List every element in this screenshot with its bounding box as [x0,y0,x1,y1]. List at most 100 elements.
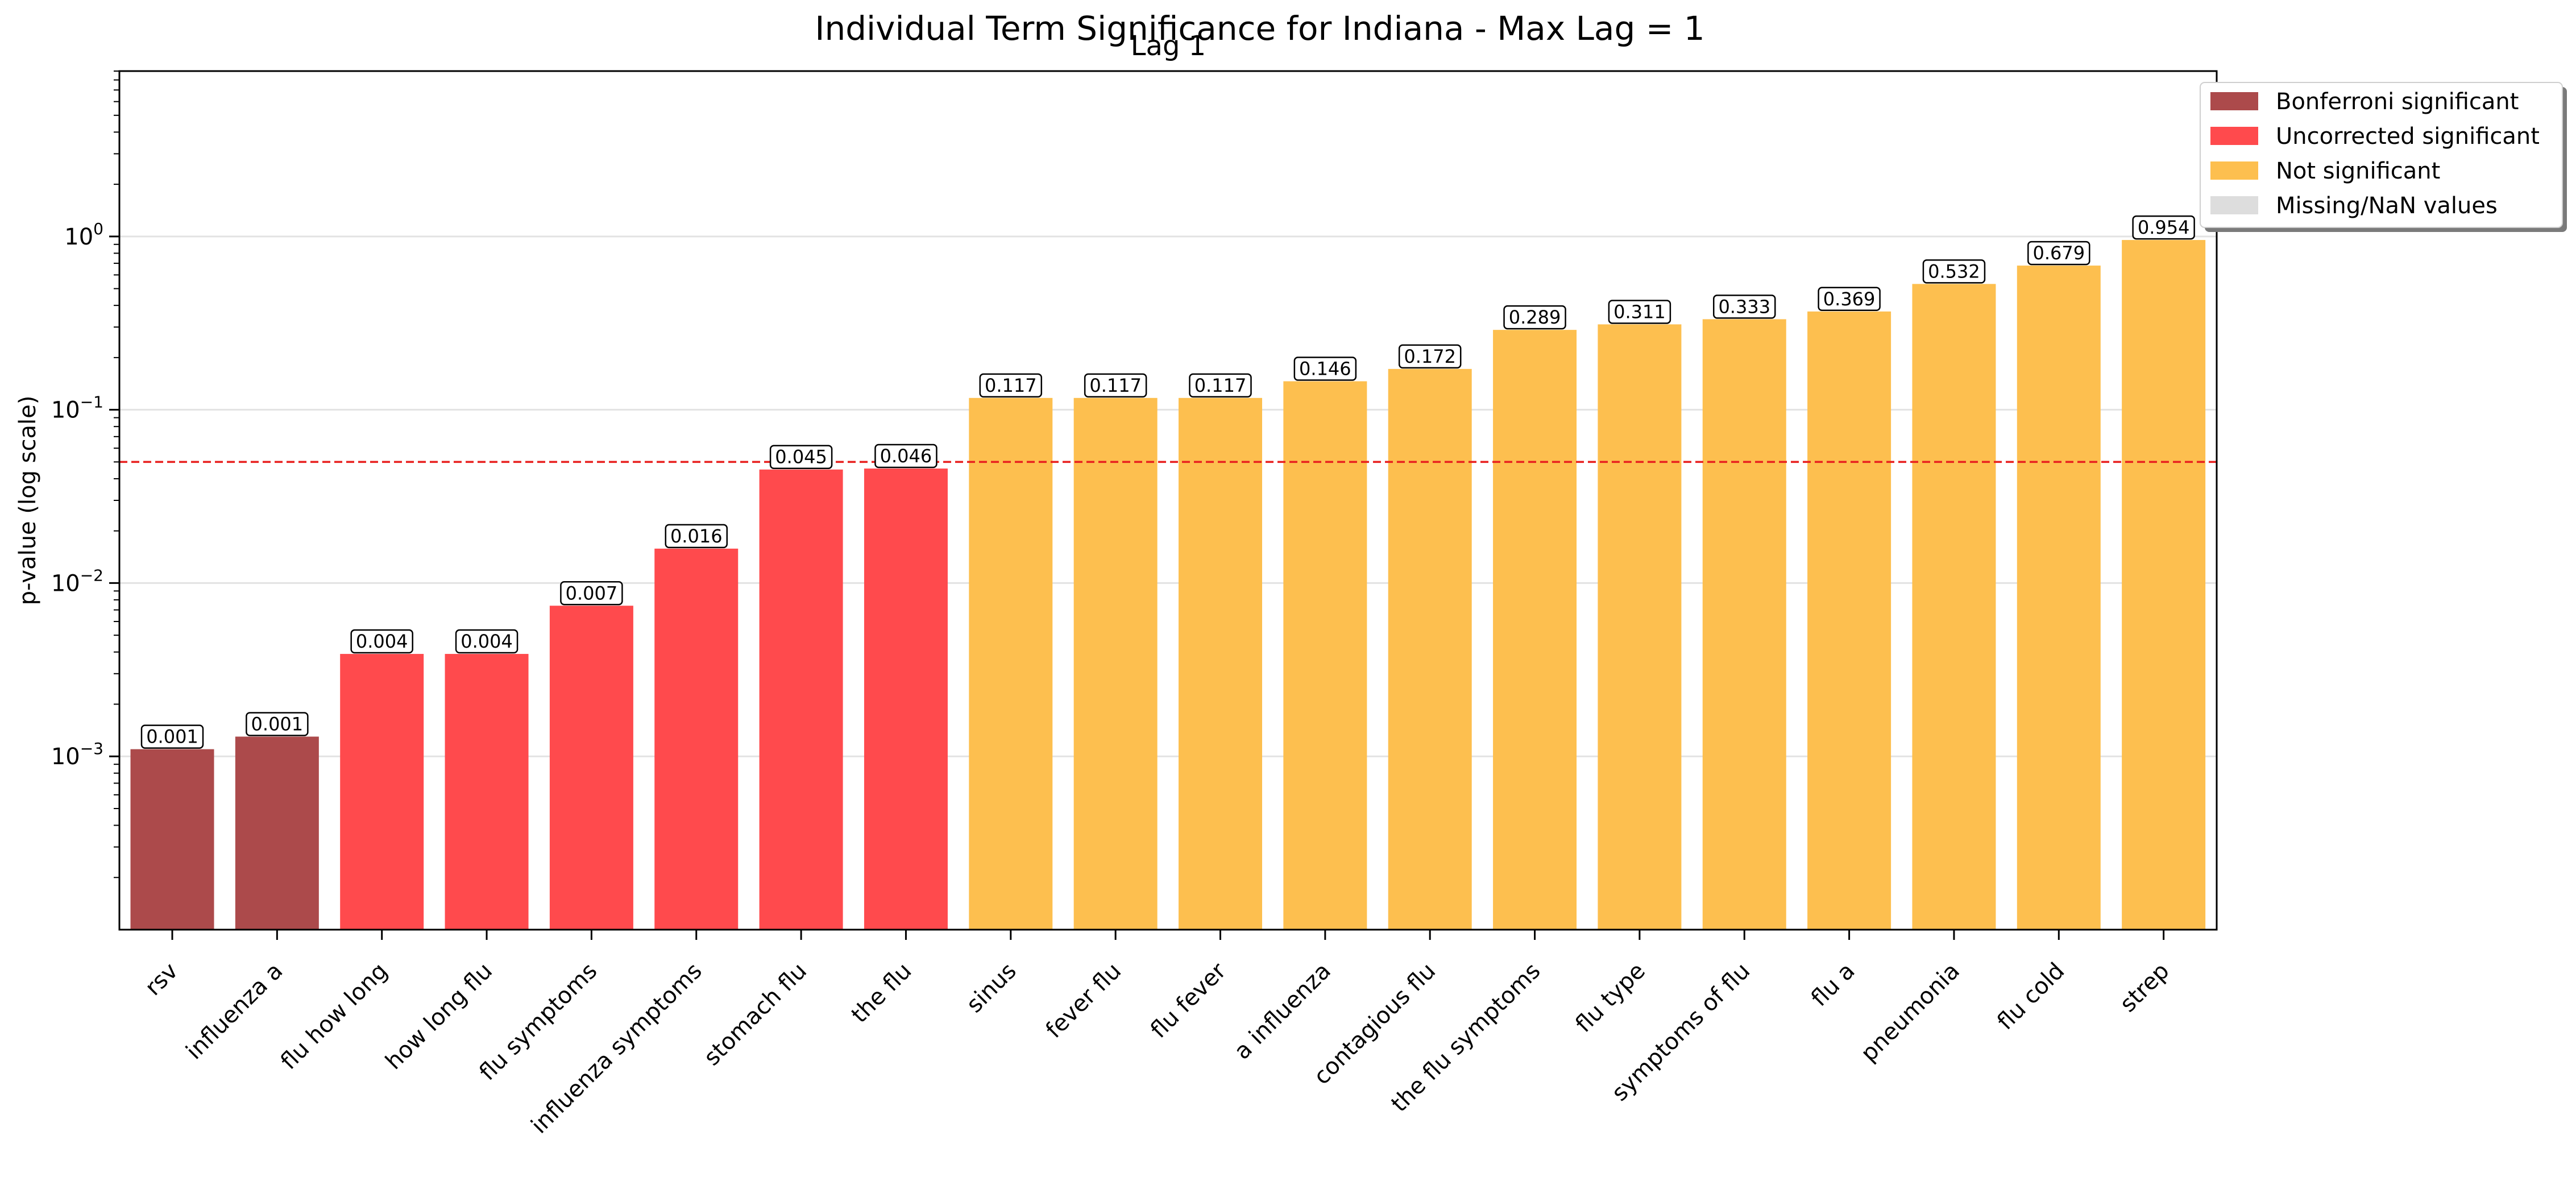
value-label-box [1922,259,1986,284]
value-label-box [1189,373,1252,398]
legend-swatch [2210,127,2258,145]
x-tick-label: fever flu [1041,958,1126,1043]
x-tick-label: stomach flu [699,958,812,1071]
y-tick-label: 10−2 [51,566,103,596]
value-label-text: 0.311 [1613,301,1666,322]
bar [445,654,529,930]
bar [2017,266,2101,930]
value-label-box [1398,344,1462,369]
value-label-box [874,444,938,469]
value-label-box [455,629,518,654]
value-label: 0.333 [1713,295,1776,319]
y-tick-label: 10−3 [51,739,103,770]
value-label-box [246,712,309,736]
value-label-box [1503,305,1566,330]
value-label-text: 0.016 [670,525,723,547]
y-tick-base: 10 [51,570,80,596]
value-label-text: 0.046 [880,445,932,467]
x-tick-label: rsv [140,958,183,1001]
value-label-text: 0.532 [1928,260,1980,282]
grid-lines [119,235,2217,757]
value-label-box [979,373,1043,398]
bar [759,469,843,930]
x-tick-label: flu type [1571,958,1650,1038]
bar [1912,284,1996,930]
value-label-box [1818,287,1881,312]
value-label-text: 0.333 [1718,296,1770,317]
value-label-box [1084,373,1147,398]
value-label-text: 0.045 [775,446,827,468]
value-label: 0.146 [1293,357,1357,381]
value-label-text: 0.001 [146,726,198,748]
value-label: 0.532 [1922,259,1986,284]
bar [1807,311,1891,930]
legend-label: Bonferroni significant [2276,89,2519,115]
value-label: 0.001 [140,724,204,749]
value-label-text: 0.146 [1299,358,1351,380]
value-label: 0.046 [874,444,938,469]
value-label-box [1713,295,1776,319]
y-tick-exponent: −2 [80,566,103,585]
y-tick-label: 10−1 [51,393,103,424]
value-label-text: 0.289 [1509,306,1561,328]
plot-frame [118,70,2218,931]
bars [130,240,2206,930]
value-label: 0.369 [1818,287,1881,312]
legend-label: Not significant [2276,158,2440,184]
bar [1388,368,1472,930]
value-label-box [2132,215,2195,240]
x-tick-label: flu how long [276,958,393,1075]
value-label: 0.311 [1608,300,1671,324]
legend: Bonferroni significant Uncorrected signif… [2200,82,2567,232]
value-label: 0.289 [1503,305,1566,330]
bar [1073,397,1158,930]
x-tick-label: a influenza [1229,958,1336,1065]
value-label-box [560,581,623,606]
y-tick-exponent: 0 [93,219,103,238]
value-labels: 0.001 0.001 0.004 0.004 0.007 0.016 0.045 0.046… [140,215,2195,749]
bar [549,606,633,930]
value-label: 0.117 [1189,373,1252,398]
value-label-box [665,524,728,549]
value-label: 0.001 [246,712,309,736]
value-label-box [1293,357,1357,381]
legend-box [2200,82,2563,228]
legend-swatch [2210,196,2258,214]
bar [130,749,214,930]
legend-swatch [2210,161,2258,180]
value-label-text: 0.679 [2032,242,2085,264]
bar [340,654,424,930]
value-label-text: 0.004 [356,631,408,652]
bar [1283,381,1367,930]
x-tick-label: how long flu [380,958,497,1075]
value-label: 0.045 [769,445,833,469]
value-label-text: 0.954 [2138,217,2190,238]
y-tick-exponent: −1 [80,393,103,412]
value-label-text: 0.007 [566,582,618,604]
value-label-text: 0.117 [985,375,1037,396]
bar [1598,324,1682,930]
value-label-text: 0.004 [461,631,513,652]
value-label: 0.172 [1398,344,1462,369]
bar [1493,330,1577,930]
x-tick-label: influenza symptoms [526,958,707,1139]
x-tick-label: the flu [847,958,917,1029]
bar [1702,319,1786,930]
value-label: 0.954 [2132,215,2195,240]
value-label-box [1608,300,1671,324]
chart-title: Individual Term Significance for Indiana… [815,9,1704,48]
y-axis-label: p-value (log scale) [15,396,41,606]
value-label: 0.117 [1084,373,1147,398]
bar [2122,240,2206,930]
bar [969,397,1053,930]
value-label-box [2027,241,2090,266]
y-tick-base: 10 [64,224,93,250]
bar [864,468,948,930]
y-tick-base: 10 [51,744,80,770]
legend-label: Missing/NaN values [2276,193,2498,219]
x-tick-label: strep [2115,958,2175,1018]
x-tick-label: influenza a [181,958,288,1065]
value-label-text: 0.369 [1823,288,1876,310]
